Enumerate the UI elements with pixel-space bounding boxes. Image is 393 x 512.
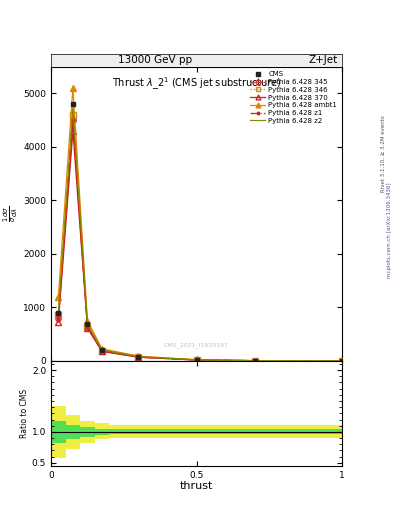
Line: Pythia 6.428 z1: Pythia 6.428 z1 <box>55 117 345 364</box>
Pythia 6.428 346 <box>252 357 257 364</box>
Pythia 6.428 370 <box>100 348 105 354</box>
Pythia 6.428 z2 <box>56 310 61 316</box>
Pythia 6.428 345 <box>71 117 75 123</box>
Pythia 6.428 370 <box>85 325 90 331</box>
Pythia 6.428 345 <box>194 357 199 363</box>
Pythia 6.428 345 <box>136 354 141 360</box>
Line: Pythia 6.428 ambt1: Pythia 6.428 ambt1 <box>55 85 345 364</box>
Text: mcplots.cern.ch [arXiv:1306.3436]: mcplots.cern.ch [arXiv:1306.3436] <box>387 183 391 278</box>
Pythia 6.428 346 <box>100 348 105 354</box>
Pythia 6.428 345 <box>56 315 61 321</box>
Pythia 6.428 370 <box>56 319 61 325</box>
Text: Z+Jet: Z+Jet <box>309 55 338 65</box>
Pythia 6.428 370 <box>252 357 257 364</box>
Pythia 6.428 370 <box>340 358 344 364</box>
Pythia 6.428 ambt1 <box>100 346 105 352</box>
Y-axis label: Ratio to CMS: Ratio to CMS <box>20 389 29 438</box>
Text: Thrust $\lambda$_2$^1$ (CMS jet substructure): Thrust $\lambda$_2$^1$ (CMS jet substruc… <box>112 75 281 92</box>
Pythia 6.428 z2 <box>85 321 90 327</box>
Pythia 6.428 z1 <box>252 357 257 364</box>
Pythia 6.428 ambt1 <box>252 357 257 364</box>
Pythia 6.428 370 <box>71 127 75 134</box>
Line: Pythia 6.428 z2: Pythia 6.428 z2 <box>59 106 342 361</box>
Pythia 6.428 ambt1 <box>194 357 199 363</box>
X-axis label: thrust: thrust <box>180 481 213 491</box>
Y-axis label: $\frac{1}{\sigma}\frac{d\sigma}{d\lambda}$: $\frac{1}{\sigma}\frac{d\sigma}{d\lambda… <box>2 205 20 222</box>
Line: Pythia 6.428 345: Pythia 6.428 345 <box>55 117 345 364</box>
Pythia 6.428 z1 <box>100 348 105 354</box>
Pythia 6.428 ambt1 <box>136 353 141 359</box>
Pythia 6.428 ambt1 <box>56 293 61 300</box>
Pythia 6.428 346 <box>340 358 344 364</box>
Line: Pythia 6.428 346: Pythia 6.428 346 <box>55 112 345 364</box>
Pythia 6.428 370 <box>194 357 199 363</box>
Pythia 6.428 z2 <box>136 354 141 360</box>
Pythia 6.428 z1 <box>194 357 199 363</box>
Pythia 6.428 z1 <box>71 117 75 123</box>
Legend: CMS, Pythia 6.428 345, Pythia 6.428 346, Pythia 6.428 370, Pythia 6.428 ambt1, P: CMS, Pythia 6.428 345, Pythia 6.428 346,… <box>249 70 338 125</box>
Pythia 6.428 z2 <box>340 358 344 364</box>
Pythia 6.428 346 <box>194 357 199 363</box>
Line: Pythia 6.428 370: Pythia 6.428 370 <box>55 128 345 364</box>
Pythia 6.428 z1 <box>85 324 90 330</box>
Pythia 6.428 z2 <box>100 347 105 353</box>
Pythia 6.428 ambt1 <box>71 85 75 91</box>
Pythia 6.428 346 <box>136 354 141 360</box>
Pythia 6.428 z2 <box>194 357 199 363</box>
Pythia 6.428 370 <box>136 354 141 360</box>
Pythia 6.428 346 <box>56 312 61 318</box>
Pythia 6.428 345 <box>252 357 257 364</box>
Pythia 6.428 345 <box>340 358 344 364</box>
Text: 13000 GeV pp: 13000 GeV pp <box>118 55 193 65</box>
Pythia 6.428 ambt1 <box>85 317 90 324</box>
Pythia 6.428 346 <box>71 112 75 118</box>
Text: CMS_2021_I1920187: CMS_2021_I1920187 <box>164 342 229 348</box>
Pythia 6.428 z2 <box>71 103 75 110</box>
Pythia 6.428 ambt1 <box>340 358 344 364</box>
Text: Rivet 3.1.10, ≥ 3.2M events: Rivet 3.1.10, ≥ 3.2M events <box>381 115 386 192</box>
Pythia 6.428 345 <box>85 324 90 330</box>
Pythia 6.428 345 <box>100 348 105 354</box>
Pythia 6.428 z1 <box>56 315 61 321</box>
Pythia 6.428 346 <box>85 323 90 329</box>
Pythia 6.428 z1 <box>136 354 141 360</box>
Pythia 6.428 z2 <box>252 357 257 364</box>
Pythia 6.428 z1 <box>340 358 344 364</box>
